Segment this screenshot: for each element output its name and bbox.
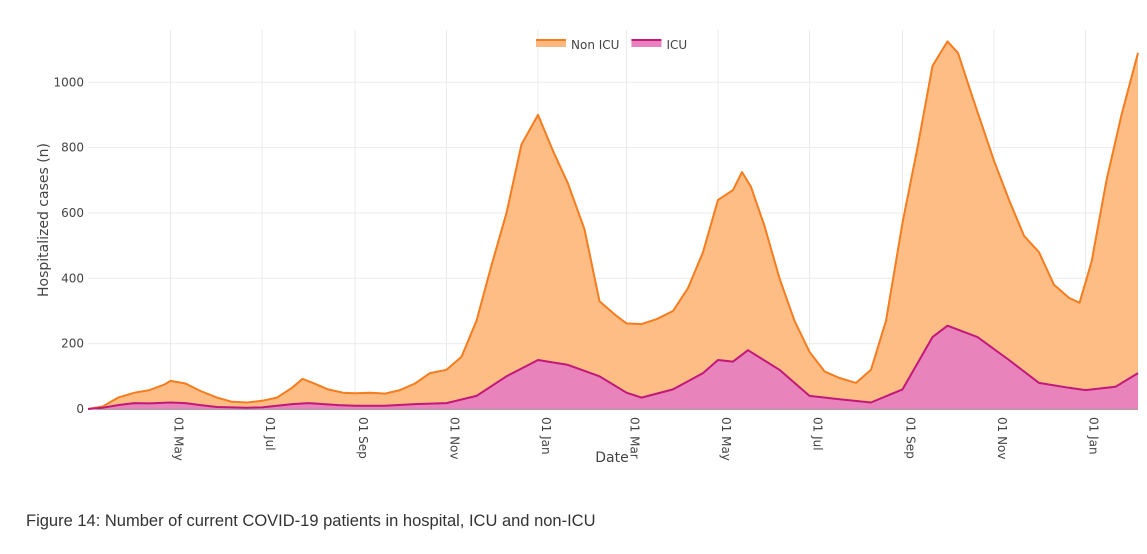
y-tick-label: 600 bbox=[61, 206, 84, 220]
y-tick-label: 200 bbox=[61, 337, 84, 351]
x-tick-label: 01 Nov bbox=[995, 417, 1009, 460]
x-tick-label: 01 Jan bbox=[1087, 417, 1101, 455]
x-axis-ticks: 01 May 01 Jul 01 Sep 01 Nov 01 Jan 01 Mar 01 M… bbox=[172, 417, 1101, 461]
x-tick-label: 01 Sep bbox=[904, 417, 918, 459]
legend-item-non-icu[interactable]: Non ICU bbox=[536, 38, 619, 52]
icu-line bbox=[87, 324, 1139, 410]
legend-item-icu[interactable]: ICU bbox=[631, 38, 687, 52]
icu-area bbox=[88, 325, 1138, 409]
legend-label: Non ICU bbox=[571, 38, 619, 52]
legend-swatch bbox=[536, 40, 566, 47]
x-tick-label: 01 Jul bbox=[811, 417, 825, 451]
x-tick-label: 01 Jan bbox=[539, 417, 553, 455]
x-tick-label: 01 Mar bbox=[628, 417, 642, 459]
legend-swatch bbox=[631, 40, 662, 47]
x-tick-label: 01 Jul bbox=[263, 417, 277, 451]
y-tick-label: 0 bbox=[76, 402, 84, 416]
legend-label: ICU bbox=[666, 38, 687, 52]
hospitalization-chart: 0 200 400 600 800 1000 01 May 01 Jul 01 Sep 01 N… bbox=[36, 30, 1139, 466]
y-tick-label: 800 bbox=[61, 141, 84, 155]
y-axis-ticks: 0 200 400 600 800 1000 bbox=[53, 75, 84, 416]
non-icu-area bbox=[88, 41, 1138, 410]
y-axis-title: Hospitalized cases (n) bbox=[36, 143, 52, 297]
x-tick-label: 01 Sep bbox=[356, 417, 370, 459]
y-tick-label: 1000 bbox=[53, 75, 84, 89]
legend: Non ICU ICU bbox=[536, 38, 687, 52]
non-icu-line bbox=[87, 40, 1139, 410]
x-axis-title: Date bbox=[595, 450, 628, 466]
x-tick-label: 01 May bbox=[172, 417, 186, 461]
figure-caption: Figure 14: Number of current COVID-19 pa… bbox=[26, 512, 596, 530]
x-tick-label: 01 Nov bbox=[448, 417, 462, 460]
y-tick-label: 400 bbox=[61, 271, 84, 285]
x-tick-label: 01 May bbox=[719, 417, 733, 461]
series-areas bbox=[87, 40, 1139, 410]
